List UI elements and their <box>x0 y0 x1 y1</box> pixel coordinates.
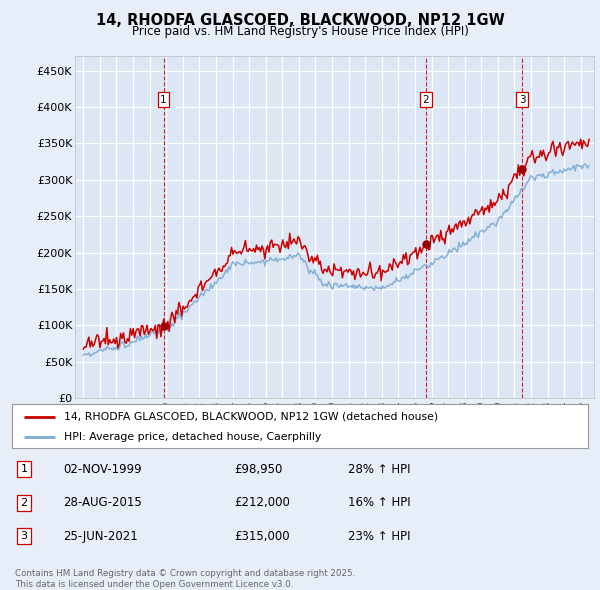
Text: 3: 3 <box>519 95 526 105</box>
Text: 14, RHODFA GLASCOED, BLACKWOOD, NP12 1GW: 14, RHODFA GLASCOED, BLACKWOOD, NP12 1GW <box>95 13 505 28</box>
Text: 25-JUN-2021: 25-JUN-2021 <box>63 530 138 543</box>
Text: HPI: Average price, detached house, Caerphilly: HPI: Average price, detached house, Caer… <box>64 432 321 442</box>
Text: 3: 3 <box>20 532 28 541</box>
Text: 14, RHODFA GLASCOED, BLACKWOOD, NP12 1GW (detached house): 14, RHODFA GLASCOED, BLACKWOOD, NP12 1GW… <box>64 412 438 421</box>
Text: 02-NOV-1999: 02-NOV-1999 <box>63 463 142 476</box>
Text: £212,000: £212,000 <box>234 496 290 509</box>
Text: 1: 1 <box>160 95 167 105</box>
Text: £315,000: £315,000 <box>234 530 290 543</box>
Text: £98,950: £98,950 <box>234 463 283 476</box>
Text: 1: 1 <box>20 464 28 474</box>
Text: 28-AUG-2015: 28-AUG-2015 <box>63 496 142 509</box>
Text: 2: 2 <box>20 498 28 507</box>
Text: Price paid vs. HM Land Registry's House Price Index (HPI): Price paid vs. HM Land Registry's House … <box>131 25 469 38</box>
Text: Contains HM Land Registry data © Crown copyright and database right 2025.
This d: Contains HM Land Registry data © Crown c… <box>15 569 355 589</box>
Text: 28% ↑ HPI: 28% ↑ HPI <box>348 463 410 476</box>
Text: 16% ↑ HPI: 16% ↑ HPI <box>348 496 410 509</box>
Text: 2: 2 <box>422 95 429 105</box>
Text: 23% ↑ HPI: 23% ↑ HPI <box>348 530 410 543</box>
